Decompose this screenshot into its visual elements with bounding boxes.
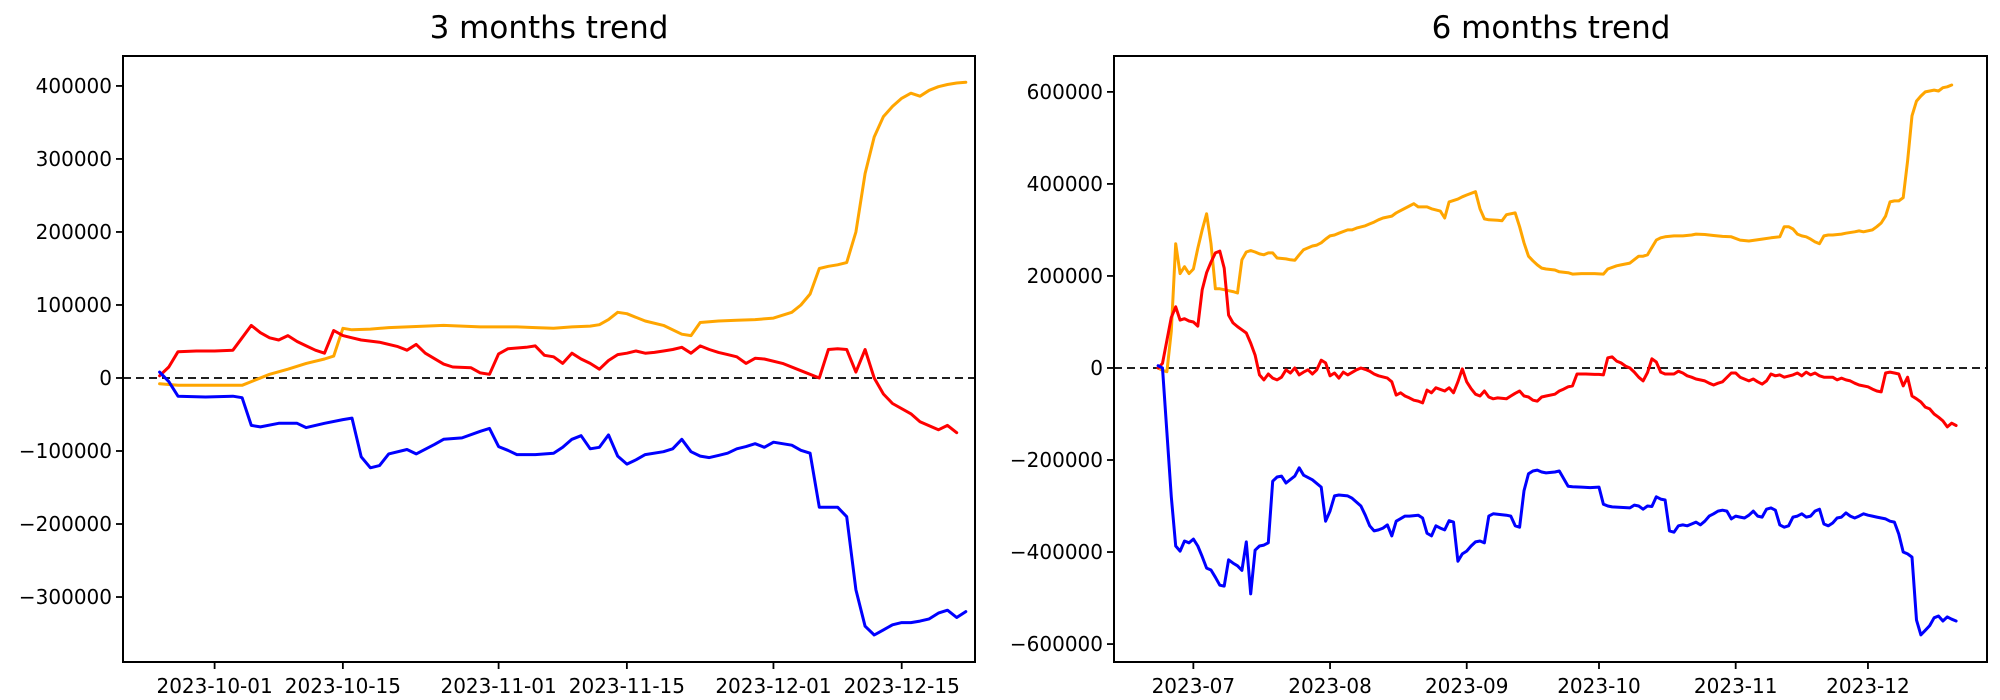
x-tick-label: 2023-08	[1288, 674, 1372, 698]
chart-panel-3-months: 3 months trend 400000 300000 200000 100000 0…	[19, 10, 976, 698]
x-tick-label: 2023-11-01	[440, 674, 556, 698]
y-tick-label: −300000	[19, 585, 112, 609]
x-tick-label: 2023-12	[1826, 674, 1910, 698]
y-tick-label: −100000	[19, 439, 112, 463]
red-series-line	[158, 323, 959, 435]
x-tick-label: 2023-12-01	[715, 674, 831, 698]
y-tick-label: 400000	[1027, 172, 1103, 196]
y-tick-label: 0	[1090, 356, 1103, 380]
y-tick-label: 300000	[36, 147, 112, 171]
chart-title-6-months: 6 months trend	[1432, 10, 1671, 46]
chart-panel-6-months: 6 months trend 600000 400000 200000 0 −20000…	[1000, 0, 2000, 700]
y-tick-label: −600000	[1010, 632, 1103, 656]
x-tick-label: 2023-07	[1152, 674, 1236, 698]
orange-series-line	[1156, 83, 1954, 374]
chart-canvas-6-months: 6 months trend 600000 400000 200000 0 −20000…	[1010, 10, 1988, 698]
plot-border	[1113, 55, 1988, 663]
x-tick-label: 2023-11-15	[569, 674, 685, 698]
x-tick-label: 2023-09	[1425, 674, 1509, 698]
chart-title-3-months: 3 months trend	[430, 10, 669, 46]
y-tick-label: 200000	[1027, 264, 1103, 288]
x-tick-label: 2023-10-01	[156, 674, 272, 698]
red-series-line	[1156, 249, 1958, 429]
y-tick-label: 400000	[36, 74, 112, 98]
orange-series-line	[158, 80, 968, 387]
y-tick-label: −400000	[1010, 540, 1103, 564]
blue-series-line	[1156, 364, 1958, 637]
x-tick-label: 2023-10	[1557, 674, 1641, 698]
y-tick-label: −200000	[1010, 448, 1103, 472]
x-tick-label: 2023-12-15	[844, 674, 960, 698]
y-tick-label: −200000	[19, 512, 112, 536]
plot-border	[122, 55, 976, 663]
y-tick-label: 0	[99, 366, 112, 390]
y-tick-label: 600000	[1027, 80, 1103, 104]
y-tick-label: 100000	[36, 293, 112, 317]
y-tick-label: 200000	[36, 220, 112, 244]
chart-canvas-3-months: 3 months trend 400000 300000 200000 100000 0…	[19, 10, 976, 698]
blue-series-line	[158, 370, 968, 637]
x-tick-label: 2023-10-15	[285, 674, 401, 698]
x-tick-label: 2023-11	[1694, 674, 1778, 698]
